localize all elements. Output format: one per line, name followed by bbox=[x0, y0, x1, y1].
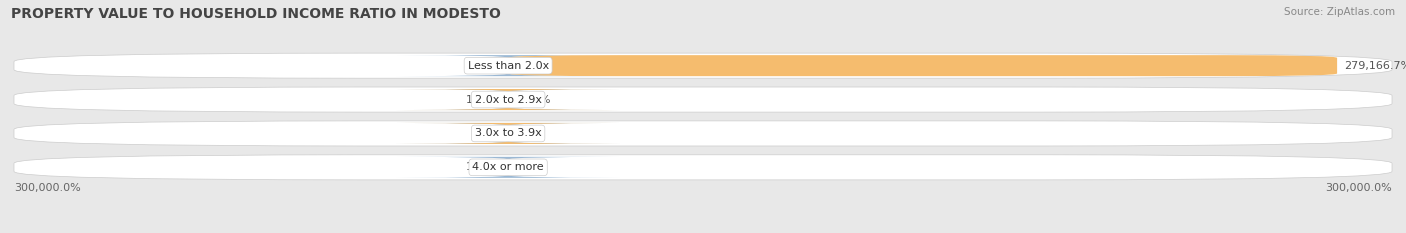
Text: 0.0%: 0.0% bbox=[515, 162, 543, 172]
Text: Less than 2.0x: Less than 2.0x bbox=[468, 61, 548, 71]
FancyBboxPatch shape bbox=[396, 89, 620, 110]
Text: 8.3%: 8.3% bbox=[515, 128, 544, 138]
FancyBboxPatch shape bbox=[396, 123, 620, 144]
FancyBboxPatch shape bbox=[396, 123, 620, 144]
Text: 12.1%: 12.1% bbox=[465, 95, 501, 105]
FancyBboxPatch shape bbox=[396, 89, 620, 110]
Text: 3.0x to 3.9x: 3.0x to 3.9x bbox=[475, 128, 541, 138]
Text: 300,000.0%: 300,000.0% bbox=[1326, 183, 1392, 193]
Text: 3.0%: 3.0% bbox=[472, 128, 501, 138]
Text: PROPERTY VALUE TO HOUSEHOLD INCOME RATIO IN MODESTO: PROPERTY VALUE TO HOUSEHOLD INCOME RATIO… bbox=[11, 7, 501, 21]
FancyBboxPatch shape bbox=[14, 155, 1392, 180]
Text: 279,166.7%: 279,166.7% bbox=[1344, 61, 1406, 71]
FancyBboxPatch shape bbox=[508, 55, 1337, 76]
FancyBboxPatch shape bbox=[14, 87, 1392, 112]
Text: 12.1%: 12.1% bbox=[465, 162, 501, 172]
Text: 2.0x to 2.9x: 2.0x to 2.9x bbox=[475, 95, 541, 105]
FancyBboxPatch shape bbox=[14, 53, 1392, 78]
Text: 91.7%: 91.7% bbox=[516, 95, 551, 105]
FancyBboxPatch shape bbox=[14, 121, 1392, 146]
Text: Source: ZipAtlas.com: Source: ZipAtlas.com bbox=[1284, 7, 1395, 17]
FancyBboxPatch shape bbox=[396, 157, 620, 178]
Text: 4.0x or more: 4.0x or more bbox=[472, 162, 544, 172]
Text: 72.7%: 72.7% bbox=[465, 61, 501, 71]
Text: 300,000.0%: 300,000.0% bbox=[14, 183, 80, 193]
FancyBboxPatch shape bbox=[396, 55, 620, 76]
